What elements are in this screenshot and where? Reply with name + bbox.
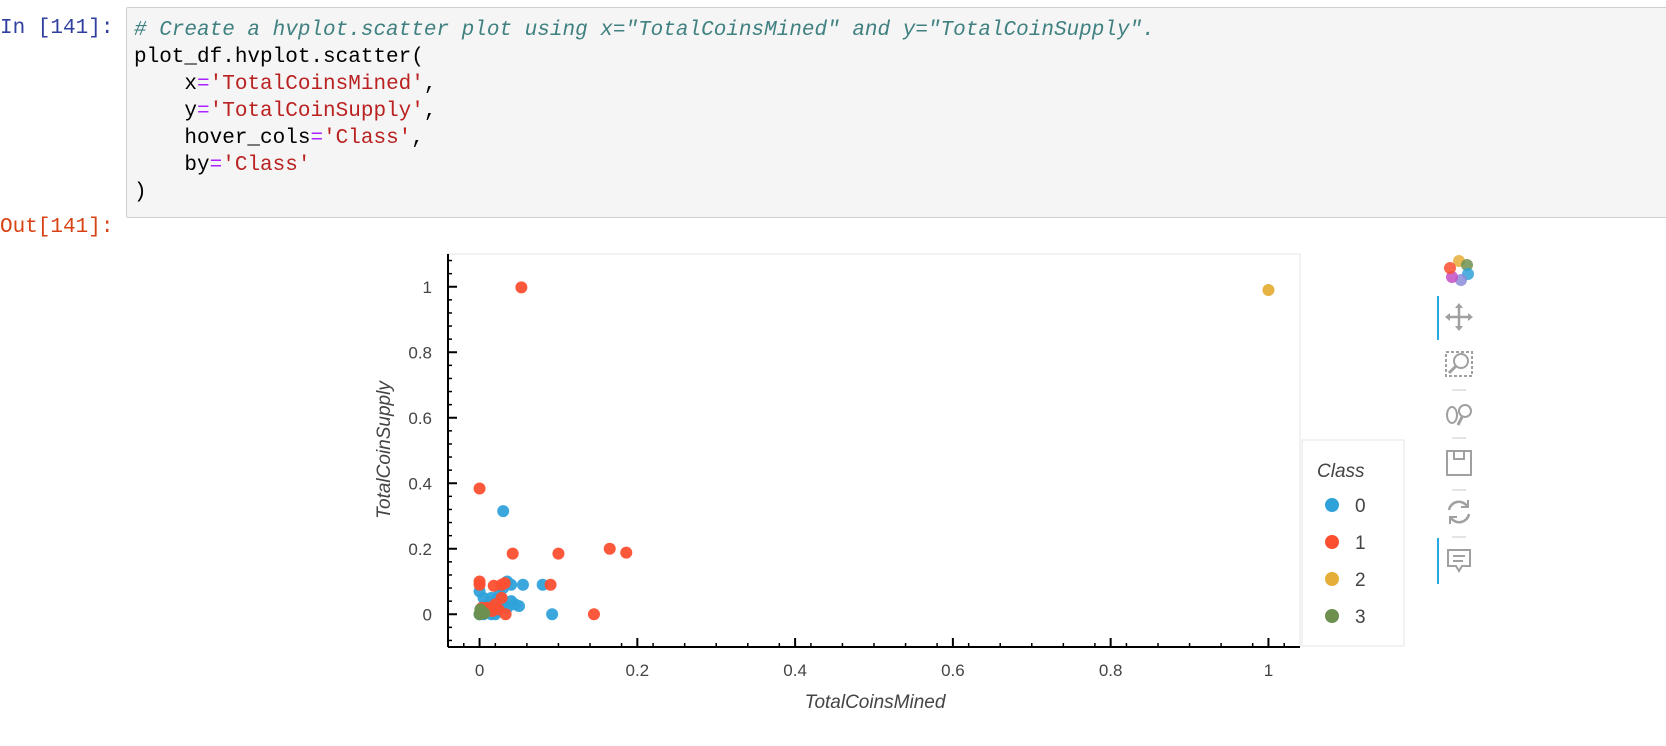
scatter-point-class-1[interactable] xyxy=(506,547,519,560)
scatter-point-class-3[interactable] xyxy=(478,607,491,620)
x-tick-label: 0 xyxy=(475,661,484,680)
code-editor[interactable]: # Create a hvplot.scatter plot using x="… xyxy=(134,17,1155,206)
x-tick-label: 0.2 xyxy=(626,661,650,680)
code-comma: , xyxy=(423,73,437,96)
legend-label-class-1[interactable]: 1 xyxy=(1355,533,1366,554)
y-tick-label: 0.4 xyxy=(408,474,432,493)
code-arg-hover-value: 'Class' xyxy=(323,127,412,150)
y-tick-label: 0.8 xyxy=(408,343,432,362)
code-equals: = xyxy=(197,100,210,123)
scatter-point-class-1[interactable] xyxy=(603,542,616,555)
pan-icon[interactable] xyxy=(1445,303,1473,331)
scatter-point-class-1[interactable] xyxy=(552,547,565,560)
legend-label-class-3[interactable]: 3 xyxy=(1355,607,1366,628)
code-arg-x-name: x xyxy=(184,73,198,96)
axes: 0 0.2 0.4 0.6 0.8 1 0 0.2 0.4 0.6 0.8 1 xyxy=(408,254,1300,680)
save-icon[interactable] xyxy=(1446,450,1472,476)
code-close-paren: ) xyxy=(134,181,147,204)
legend-label-class-0[interactable]: 0 xyxy=(1355,496,1366,517)
scatter-point-class-0[interactable] xyxy=(516,578,529,591)
scatter-point-class-1[interactable] xyxy=(544,578,557,591)
code-arg-x-value: 'TotalCoinsMined' xyxy=(209,73,424,96)
legend-marker-class-2[interactable] xyxy=(1325,572,1339,586)
x-tick-label: 0.6 xyxy=(941,661,965,680)
code-arg-hover-name: hover_cols xyxy=(184,127,311,150)
code-arg-y-value: 'TotalCoinSupply' xyxy=(209,100,424,123)
x-axis-label: TotalCoinsMined xyxy=(805,692,947,713)
scatter-point-class-2[interactable] xyxy=(1262,284,1275,297)
data-points[interactable] xyxy=(473,281,1275,621)
x-tick-label: 0.4 xyxy=(783,661,807,680)
code-comma: , xyxy=(423,100,437,123)
scatter-point-class-0[interactable] xyxy=(497,505,510,518)
y-tick-label: 0 xyxy=(423,605,432,624)
hover-icon[interactable] xyxy=(1447,549,1471,573)
scatter-point-class-0[interactable] xyxy=(513,600,525,613)
code-comment: # Create a hvplot.scatter plot using x="… xyxy=(134,19,1155,42)
scatter-point-class-1[interactable] xyxy=(498,577,511,590)
legend-marker-class-0[interactable] xyxy=(1325,498,1339,512)
legend[interactable]: Class 0 1 2 3 xyxy=(1301,439,1405,647)
out-prompt: Out[141]: xyxy=(0,216,114,239)
plot-frame xyxy=(447,253,1301,648)
wheel-zoom-icon[interactable] xyxy=(1446,404,1472,426)
y-tick-label: 0.2 xyxy=(408,540,432,559)
toolbar[interactable] xyxy=(1437,255,1474,584)
code-cell[interactable] xyxy=(126,7,1666,218)
scatter-point-class-1[interactable] xyxy=(515,281,528,294)
scatter-point-class-1[interactable] xyxy=(473,578,486,591)
y-axis-label: TotalCoinSupply xyxy=(374,380,395,519)
code-equals: = xyxy=(310,127,324,150)
code-equals: = xyxy=(209,154,223,177)
x-tick-label: 1 xyxy=(1264,661,1273,680)
legend-title: Class xyxy=(1317,461,1365,482)
scatter-point-class-1[interactable] xyxy=(495,591,508,604)
y-tick-label: 0.6 xyxy=(408,409,432,428)
y-tick-label: 1 xyxy=(423,278,432,297)
box-zoom-icon[interactable] xyxy=(1445,351,1473,377)
scatter-point-class-1[interactable] xyxy=(473,482,486,495)
scatter-point-class-1[interactable] xyxy=(492,603,505,616)
code-call: plot_df.hvplot.scatter( xyxy=(134,46,424,69)
code-arg-by-name: by xyxy=(184,154,210,177)
bokeh-logo-icon[interactable] xyxy=(1444,255,1474,286)
scatter-point-class-1[interactable] xyxy=(620,546,633,559)
code-arg-by-value: 'Class' xyxy=(222,154,311,177)
reset-icon[interactable] xyxy=(1447,500,1471,524)
legend-box xyxy=(1301,439,1405,647)
scatter-point-class-1[interactable] xyxy=(587,608,600,621)
code-arg-y-name: y xyxy=(184,100,198,123)
in-prompt: In [141]: xyxy=(0,17,114,40)
legend-label-class-2[interactable]: 2 xyxy=(1355,570,1366,591)
x-tick-label: 0.8 xyxy=(1099,661,1123,680)
legend-marker-class-1[interactable] xyxy=(1325,535,1339,549)
code-equals: = xyxy=(197,73,210,96)
scatter-point-class-0[interactable] xyxy=(546,608,559,621)
legend-marker-class-3[interactable] xyxy=(1325,609,1339,623)
code-comma: , xyxy=(411,127,424,150)
